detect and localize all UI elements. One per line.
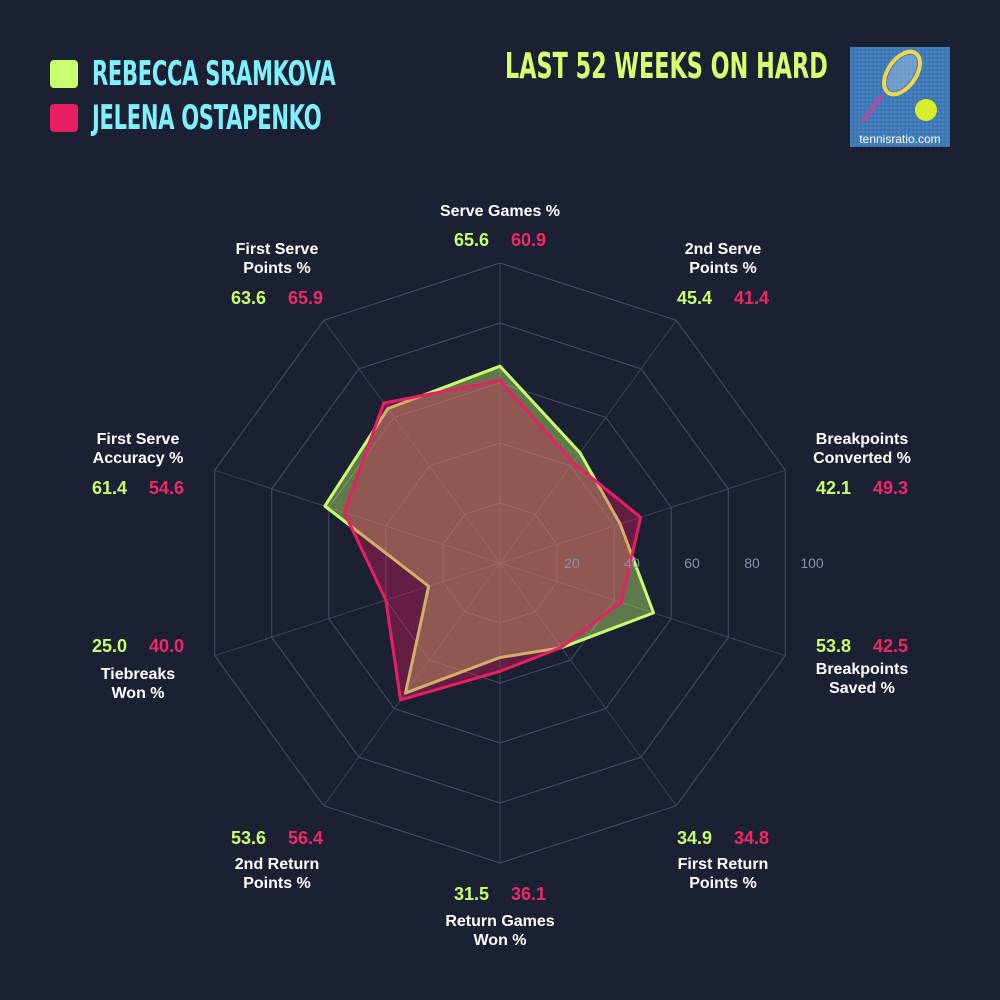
axis-label-line: Won % [473, 932, 527, 949]
axis-label-line: Converted % [813, 450, 911, 467]
chart-title: LAST 52 WEEKS ON HARD [505, 46, 828, 87]
data-label-ostapenko: 36.1 [511, 884, 547, 904]
axis-values: 25.0 40.0 [38, 636, 238, 657]
legend-swatch [50, 104, 78, 132]
grid-spoke [499, 562, 677, 806]
series-polygon-sramkova [323, 364, 656, 695]
data-label-ostapenko: 49.3 [873, 478, 909, 498]
axis-label: First Serve Points % [177, 240, 377, 278]
data-label-ostapenko: 65.9 [288, 288, 324, 308]
axis-values: 63.6 65.9 [177, 288, 377, 309]
data-label-sramkova: 53.8 [815, 636, 851, 656]
grid-spoke [499, 320, 677, 564]
axis-label-line: 2nd Serve [684, 241, 762, 258]
axis-label: 2nd Serve Points % [623, 240, 823, 278]
legend-label: JELENA OSTAPENKO [92, 98, 322, 138]
axis-label: Breakpoints Converted % [762, 430, 962, 468]
axis-label-line: Saved % [829, 680, 895, 697]
data-label-ostapenko: 42.5 [873, 636, 909, 656]
grid-spoke [214, 469, 501, 564]
axis-label-line: Return Games [445, 913, 555, 930]
series-polygon-ostapenko [342, 378, 643, 702]
axis-label: 2nd Return Points % [177, 855, 377, 893]
logo-text: tennisratio.com [859, 132, 940, 146]
axis-label-line: 2nd Return [234, 856, 320, 873]
data-label-ostapenko: 40.0 [149, 636, 185, 656]
axis-values: 34.9 34.8 [623, 828, 823, 849]
axis-label-line: Serve Games % [439, 203, 561, 220]
axis-values: 61.4 54.6 [38, 478, 238, 499]
grid-spoke [323, 562, 501, 806]
data-label-ostapenko: 54.6 [149, 478, 185, 498]
data-label-sramkova: 42.1 [815, 478, 851, 498]
axis-label-line: Breakpoints [815, 661, 909, 678]
data-label-sramkova: 65.6 [453, 230, 489, 250]
axis-label: Serve Games % [400, 202, 600, 221]
grid-spoke [499, 469, 786, 564]
data-label-ostapenko: 41.4 [734, 288, 770, 308]
axis-label-line: Points % [243, 875, 311, 892]
tick-label: 80 [744, 555, 760, 571]
axis-values: 53.6 56.4 [177, 828, 377, 849]
tick-label: 100 [800, 555, 824, 571]
legend-item-ostapenko: JELENA OSTAPENKO [50, 98, 462, 138]
axis-values: 65.6 60.9 [400, 230, 600, 251]
axis-label-line: First Serve [235, 241, 319, 258]
tick-label: 20 [564, 555, 580, 571]
axis-label: Tiebreaks Won % [38, 665, 238, 703]
axis-label-line: Points % [689, 260, 757, 277]
data-label-ostapenko: 34.8 [734, 828, 770, 848]
legend-label: REBECCA SRAMKOVA [92, 54, 336, 94]
data-label-sramkova: 31.5 [453, 884, 489, 904]
axis-values: 45.4 41.4 [623, 288, 823, 309]
axis-values: 53.8 42.5 [762, 636, 962, 657]
axis-label: First Serve Accuracy % [38, 430, 238, 468]
axis-label: Return Games Won % [400, 912, 600, 950]
tick-label: 60 [684, 555, 700, 571]
grid-spoke [499, 562, 786, 657]
axis-label-line: Tiebreaks [100, 666, 176, 683]
data-label-ostapenko: 60.9 [511, 230, 547, 250]
axis-label-line: Accuracy % [92, 450, 184, 467]
legend-swatch [50, 60, 78, 88]
data-label-ostapenko: 56.4 [288, 828, 324, 848]
tick-label: 40 [624, 555, 640, 571]
axis-label-line: First Return [677, 856, 769, 873]
tennisratio-logo[interactable]: tennisratio.com [850, 47, 950, 147]
data-label-sramkova: 45.4 [676, 288, 712, 308]
axis-values: 31.5 36.1 [400, 884, 600, 905]
grid-spoke [214, 562, 501, 657]
axis-label: Breakpoints Saved % [762, 660, 962, 698]
axis-label-line: First Serve [96, 431, 180, 448]
legend-item-sramkova: REBECCA SRAMKOVA [50, 54, 485, 94]
data-label-sramkova: 25.0 [91, 636, 127, 656]
data-label-sramkova: 61.4 [91, 478, 127, 498]
data-label-sramkova: 53.6 [230, 828, 266, 848]
axis-label-line: Breakpoints [815, 431, 909, 448]
data-label-sramkova: 34.9 [676, 828, 712, 848]
axis-label: First Return Points % [623, 855, 823, 893]
axis-label-line: Points % [243, 260, 311, 277]
grid-spoke [323, 320, 501, 564]
data-label-sramkova: 63.6 [230, 288, 266, 308]
axis-label-line: Points % [689, 875, 757, 892]
axis-label-line: Won % [111, 685, 165, 702]
axis-values: 42.1 49.3 [762, 478, 962, 499]
